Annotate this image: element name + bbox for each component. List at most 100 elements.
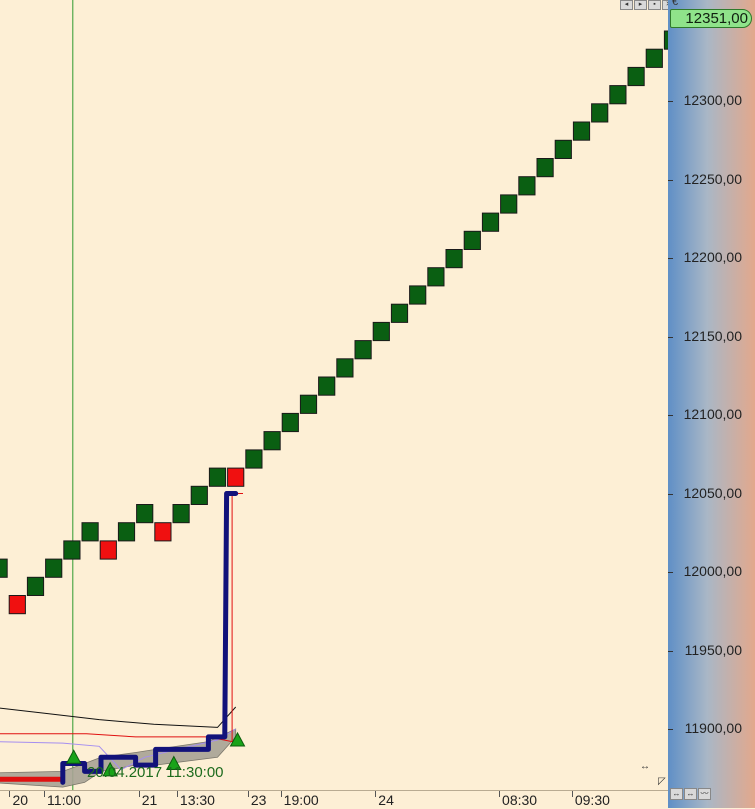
x-tick-mark bbox=[375, 791, 377, 797]
y-tick-mark bbox=[668, 179, 673, 181]
purple-line bbox=[0, 728, 236, 771]
buy-signal-icon bbox=[165, 755, 182, 771]
close-icon[interactable]: ✕ bbox=[662, 0, 668, 10]
scroll-right-icon[interactable]: ▸ bbox=[634, 0, 647, 10]
renko-brick-up bbox=[645, 48, 663, 68]
zoom-horizontal-icon[interactable]: ↔ bbox=[684, 788, 697, 800]
renko-brick-up bbox=[336, 358, 354, 378]
y-tick-mark bbox=[668, 493, 673, 495]
x-tick-label: 13:30 bbox=[179, 792, 215, 808]
restore-icon[interactable]: ▪ bbox=[648, 0, 661, 10]
renko-brick-up bbox=[390, 303, 409, 323]
renko-brick-up bbox=[663, 30, 668, 50]
axis-handle-icon[interactable]: ↔ bbox=[640, 761, 650, 772]
renko-brick-up bbox=[627, 66, 645, 87]
x-tick-mark bbox=[247, 791, 249, 797]
renko-chart bbox=[0, 0, 668, 790]
renko-brick-up bbox=[190, 485, 208, 505]
x-tick-label: 24 bbox=[378, 792, 394, 808]
cursor-date-label: 20.04.2017 11:30:00 bbox=[87, 764, 224, 781]
y-tick-label: 12300,00 bbox=[683, 92, 742, 108]
x-tick-mark bbox=[44, 791, 46, 797]
renko-brick-up bbox=[0, 558, 8, 578]
wave-icon[interactable]: 〰 bbox=[698, 788, 711, 800]
renko-brick-down bbox=[99, 540, 117, 560]
renko-brick-up bbox=[481, 212, 500, 232]
y-tick-mark bbox=[668, 650, 673, 652]
x-tick-mark bbox=[176, 791, 178, 797]
renko-brick-up bbox=[81, 522, 99, 542]
red-thin-line bbox=[0, 493, 243, 743]
x-tick-label: 09:30 bbox=[574, 792, 610, 808]
renko-brick-up bbox=[172, 504, 190, 524]
x-tick-mark bbox=[280, 791, 282, 797]
renko-brick-up bbox=[572, 121, 591, 141]
y-tick-label: 11900,00 bbox=[684, 720, 742, 736]
y-tick-mark bbox=[668, 729, 673, 730]
currency-symbol: € bbox=[672, 0, 679, 8]
renko-brick-down bbox=[227, 467, 245, 487]
renko-brick-up bbox=[318, 376, 336, 396]
y-tick-mark bbox=[668, 258, 673, 259]
resize-corner-icon[interactable]: ◸ bbox=[658, 776, 666, 787]
renko-brick-up bbox=[45, 558, 63, 578]
y-tick-label: 12000,00 bbox=[683, 563, 742, 579]
y-tick-mark bbox=[668, 415, 673, 416]
y-tick-label: 12050,00 bbox=[683, 484, 742, 501]
time-axis[interactable]: 20 11:00 21 13:30 23 19:00 24 08:30 09:30 bbox=[0, 790, 668, 809]
renko-brick-up bbox=[518, 176, 536, 196]
x-tick-label: 23 bbox=[250, 792, 267, 808]
buy-signal-icon bbox=[102, 761, 118, 777]
x-tick-label: 19:00 bbox=[283, 792, 319, 808]
x-tick-mark bbox=[9, 791, 11, 797]
renko-brick-up bbox=[445, 249, 463, 269]
x-tick-label: 11:00 bbox=[47, 792, 82, 808]
x-tick-label: 08:30 bbox=[502, 792, 538, 808]
buy-signal-icon bbox=[65, 749, 82, 764]
scroll-left-icon[interactable]: ◂ bbox=[620, 0, 633, 10]
renko-brick-up bbox=[609, 85, 627, 105]
scroll-horizontal-icon[interactable]: ↔ bbox=[670, 788, 683, 800]
black-line bbox=[0, 706, 237, 728]
renko-brick-up bbox=[427, 267, 445, 287]
renko-brick-up bbox=[263, 431, 281, 451]
renko-brick-up bbox=[500, 194, 518, 214]
renko-brick-down bbox=[8, 595, 26, 615]
renko-brick-up bbox=[554, 139, 572, 160]
renko-brick-up bbox=[26, 576, 45, 596]
window-controls: ◂▸▪✕ bbox=[620, 0, 668, 10]
renko-brick-up bbox=[536, 158, 554, 178]
y-tick-mark bbox=[668, 572, 673, 573]
y-tick-mark bbox=[668, 101, 673, 102]
renko-brick-up bbox=[136, 504, 154, 524]
renko-brick-up bbox=[208, 467, 227, 487]
buy-signal-icon bbox=[229, 731, 246, 747]
renko-brick-up bbox=[281, 412, 299, 433]
y-tick-mark bbox=[668, 336, 673, 338]
x-tick-label: 21 bbox=[141, 792, 158, 808]
last-price-badge: 12351,00 bbox=[670, 9, 752, 28]
renko-brick-up bbox=[354, 340, 372, 360]
x-tick-mark bbox=[138, 791, 140, 797]
y-tick-label: 12150,00 bbox=[683, 327, 742, 344]
renko-brick-up bbox=[591, 103, 609, 123]
renko-brick-down bbox=[154, 522, 172, 542]
y-tick-label: 12250,00 bbox=[683, 170, 742, 187]
plot-area[interactable]: 20.04.2017 11:30:00 ◂▸▪✕ ↔ ◸ bbox=[0, 0, 668, 790]
price-axis[interactable]: 11900,00 11950,00 12000,00 12050,00 12100,00… bbox=[668, 0, 755, 808]
scroll-controls: ↔ ↔ 〰 bbox=[670, 788, 711, 800]
x-tick-mark bbox=[571, 791, 573, 797]
x-tick-label: 20 bbox=[12, 792, 29, 808]
x-tick-mark bbox=[499, 791, 501, 797]
renko-brick-up bbox=[372, 321, 390, 342]
renko-brick-up bbox=[299, 394, 318, 414]
stop-line bbox=[60, 491, 239, 785]
y-tick-label: 12100,00 bbox=[683, 406, 742, 422]
renko-brick-up bbox=[245, 449, 263, 469]
renko-brick-up bbox=[63, 540, 81, 560]
renko-brick-up bbox=[117, 522, 136, 542]
renko-brick-up bbox=[409, 285, 427, 305]
y-tick-label: 12200,00 bbox=[683, 249, 742, 265]
y-tick-label: 11950,00 bbox=[684, 641, 742, 658]
